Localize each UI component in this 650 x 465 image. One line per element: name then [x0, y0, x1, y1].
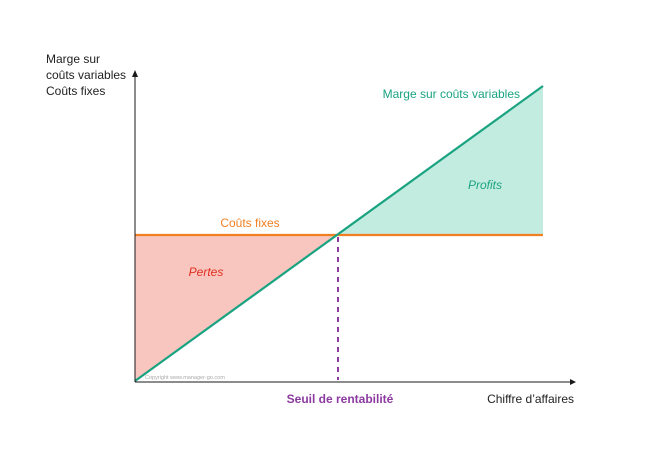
y-axis-label-line-2: coûts variables: [46, 68, 126, 82]
margin-line: [134, 85, 544, 382]
copyright-text: Copyright www.manager-go.com: [145, 375, 225, 381]
breakeven-label: Seuil de rentabilité: [287, 392, 394, 406]
fixed-costs-label: Coûts fixes: [220, 216, 279, 230]
x-axis-label: Chiffre d’affaires: [487, 392, 574, 406]
x-axis-arrow-icon: [570, 379, 576, 385]
y-axis-arrow-icon: [132, 70, 138, 77]
y-axis-label-line-1: Marge sur: [46, 52, 100, 66]
y-axis-label-line-3: Coûts fixes: [46, 84, 105, 98]
losses-label: Pertes: [189, 265, 224, 279]
margin-line-label: Marge sur coûts variables: [383, 87, 520, 101]
profits-label: Profits: [468, 178, 502, 192]
